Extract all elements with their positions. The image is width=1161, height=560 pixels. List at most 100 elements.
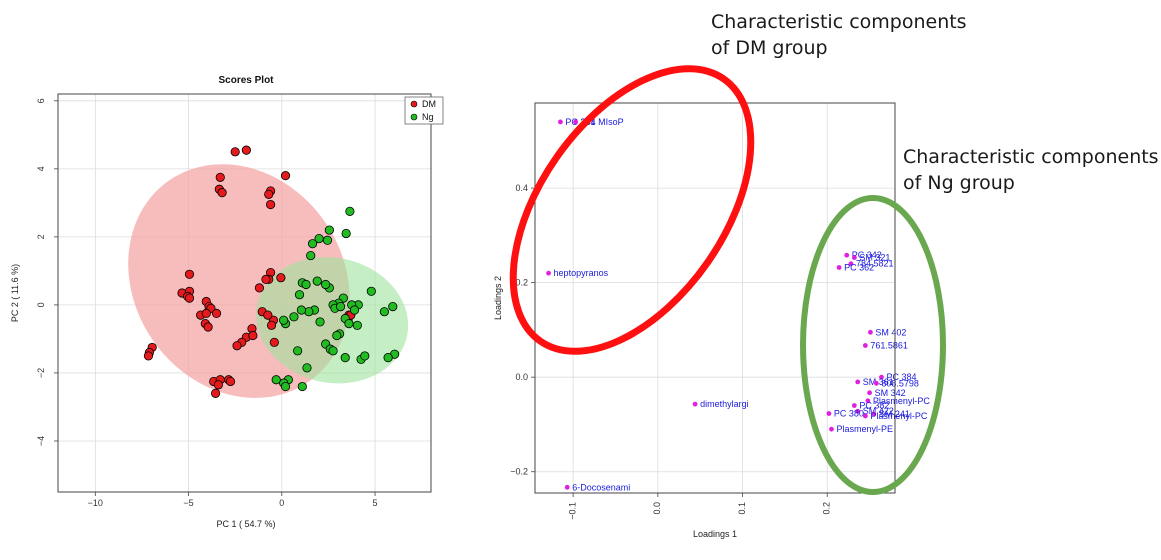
score-point-ng [322, 235, 333, 245]
score-point-ng [360, 351, 370, 361]
loading-point-label: SM 321 [859, 253, 890, 263]
score-point-ng [289, 312, 299, 322]
loadings-grid [535, 103, 895, 493]
loading-point-label: 761.5861 [870, 341, 908, 351]
loadings-x-axis-label: Loadings 1 [693, 529, 737, 539]
loadings-x-tick-label: 0.1 [737, 502, 747, 515]
loading-point [844, 252, 850, 258]
score-point-ng [383, 353, 393, 363]
legend-box [404, 96, 444, 125]
scores-points [143, 145, 400, 398]
score-point-ng [366, 286, 376, 296]
ng-annotation-ring [800, 195, 946, 495]
loadings-plot-area [535, 103, 895, 493]
score-point-ng [344, 319, 354, 329]
loadings-x-tick-label: 0.0 [652, 502, 662, 515]
score-point-dm [211, 308, 222, 319]
score-point-ng [352, 320, 362, 330]
score-point-ng [271, 375, 281, 385]
loading-point-label: PC 382 [859, 401, 889, 411]
score-point-dm [266, 199, 276, 210]
score-point-ng [328, 346, 338, 356]
scores-y-tick-label: 4 [36, 166, 46, 171]
score-point-ng [349, 305, 360, 315]
score-point-dm [215, 172, 225, 182]
ng-annotation-line1: Characteristic components [903, 146, 1159, 168]
score-point-ng [297, 381, 307, 392]
score-point-ng [324, 225, 334, 235]
loading-point [868, 329, 873, 335]
scores-x-tick-label: 0 [279, 498, 284, 508]
dm-annotation-line1: Characteristic components [711, 11, 967, 33]
score-point-dm [203, 322, 213, 332]
score-point-dm [210, 388, 221, 398]
loading-point-label: 784.5821 [856, 259, 894, 269]
loading-point [855, 408, 861, 414]
loading-point [558, 119, 563, 125]
loading-point-label: PC 342 [852, 250, 882, 260]
score-point-ng [340, 353, 350, 363]
score-point-ng [293, 346, 303, 356]
loading-point [692, 401, 698, 407]
dm-annotation-line2: of DM group [711, 37, 828, 59]
loading-point [879, 374, 884, 380]
loading-point-label: SM 241 [879, 409, 910, 419]
loading-point-label: heptopyranos [554, 268, 609, 278]
scores-plot-frame [57, 93, 432, 493]
score-point-ng [307, 239, 318, 249]
loading-point [829, 426, 834, 432]
score-point-dm [248, 330, 258, 341]
legend-dm-label: DM [422, 99, 436, 109]
loading-point-label: PC 380 [834, 409, 864, 419]
score-point-dm [213, 380, 223, 390]
score-point-ng [301, 279, 311, 290]
score-point-ng [321, 279, 331, 290]
loadings-x-tick-label: −0.1 [567, 502, 577, 520]
loading-point [867, 390, 872, 396]
scores-y-tick-label: −2 [36, 368, 46, 378]
score-point-dm [184, 293, 195, 303]
scores-legend: DM Ng [404, 96, 444, 125]
score-point-dm [225, 376, 236, 387]
score-point-ng [306, 250, 316, 261]
loading-point [826, 411, 832, 416]
score-point-dm [143, 351, 154, 361]
scores-x-axis-label: PC 1 ( 54.7 %) [216, 519, 275, 529]
loading-point [848, 261, 854, 267]
score-point-dm [276, 273, 286, 283]
legend-ng-label: Ng [422, 112, 434, 122]
score-point-dm [254, 283, 265, 293]
scores-x-tick-label: −10 [88, 498, 103, 508]
scores-ticks: −10 −5 0 5 −4 −2 0 2 4 6 [36, 98, 378, 508]
ng-annotation-line2: of Ng group [903, 172, 1015, 194]
score-point-dm [232, 341, 242, 351]
score-point-ng [294, 290, 305, 300]
loading-point-label: PC 384 [886, 372, 916, 382]
loadings-y-tick-label: 0.2 [515, 278, 528, 288]
score-point-dm [280, 171, 291, 181]
loading-point-label: 808.5798 [881, 378, 919, 388]
loading-point-label: PC 362 [844, 263, 874, 273]
loadings-y-tick-label: 0.4 [515, 183, 528, 193]
scores-y-tick-label: 0 [36, 302, 46, 307]
loadings-y-tick-label: −0.2 [510, 467, 528, 477]
scores-x-tick-label: 5 [373, 498, 378, 508]
score-point-dm [241, 145, 251, 155]
loading-point [855, 379, 861, 385]
loading-point [873, 380, 879, 386]
loading-point-label: PC 361 [565, 117, 595, 127]
score-point-ng [302, 363, 312, 373]
score-point-ng [304, 307, 314, 317]
loading-point [564, 484, 570, 490]
score-point-ng [341, 228, 351, 239]
loading-point [862, 343, 868, 348]
score-point-ng [314, 233, 324, 244]
loading-point [851, 403, 857, 408]
score-point-dm [261, 274, 271, 284]
legend-dm-marker [410, 100, 418, 108]
legend-ng-marker [410, 113, 418, 121]
score-point-ng [388, 302, 398, 312]
loading-point-label: SM 402 [875, 327, 906, 337]
